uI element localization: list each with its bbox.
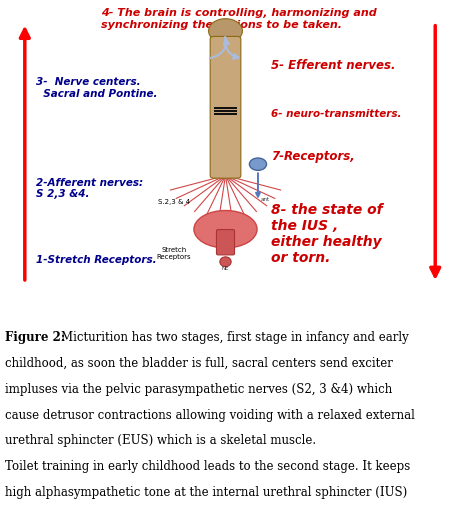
Text: childhood, as soon the bladder is full, sacral centers send exciter: childhood, as soon the bladder is full, …: [5, 357, 392, 370]
Text: NE: NE: [222, 266, 229, 271]
Text: high alphasympathetic tone at the internal urethral sphincter (IUS): high alphasympathetic tone at the intern…: [5, 487, 407, 499]
Text: 5- Efferent nerves.: 5- Efferent nerves.: [271, 58, 395, 72]
FancyBboxPatch shape: [210, 37, 241, 178]
Text: 2-Afferent nerves:
S 2,3 &4.: 2-Afferent nerves: S 2,3 &4.: [36, 178, 143, 199]
Text: ant: ant: [261, 198, 270, 203]
Text: S.2,3 & 4: S.2,3 & 4: [157, 199, 190, 205]
Text: impluses via the pelvic parasympathetic nerves (S2, 3 &4) which: impluses via the pelvic parasympathetic …: [5, 383, 392, 396]
Ellipse shape: [249, 158, 267, 170]
Ellipse shape: [194, 210, 257, 248]
Text: 4- The brain is controlling, harmonizing and
synchronizing the actions to be tak: 4- The brain is controlling, harmonizing…: [101, 8, 377, 30]
Text: 8- the state of
the IUS ,
either healthy
or torn.: 8- the state of the IUS , either healthy…: [271, 203, 382, 265]
Text: urethral sphincter (EUS) which is a skeletal muscle.: urethral sphincter (EUS) which is a skel…: [5, 434, 316, 448]
Ellipse shape: [208, 19, 243, 43]
Text: 3-  Nerve centers.
  Sacral and Pontine.: 3- Nerve centers. Sacral and Pontine.: [36, 77, 157, 99]
Text: 1-Stretch Receptors.: 1-Stretch Receptors.: [36, 255, 156, 265]
Text: Stretch
Receptors: Stretch Receptors: [156, 247, 191, 260]
Text: Toilet training in early childhood leads to the second stage. It keeps: Toilet training in early childhood leads…: [5, 460, 410, 473]
Bar: [214, 110, 237, 112]
FancyBboxPatch shape: [216, 230, 235, 255]
Text: 6- neuro-transmitters.: 6- neuro-transmitters.: [271, 109, 401, 119]
Text: cause detrusor contractions allowing voiding with a relaxed external: cause detrusor contractions allowing voi…: [5, 408, 414, 422]
Bar: [214, 113, 237, 115]
Bar: [214, 107, 237, 109]
Text: Micturition has two stages, first stage in infancy and early: Micturition has two stages, first stage …: [61, 331, 409, 343]
Ellipse shape: [220, 257, 231, 267]
Text: Figure 2:: Figure 2:: [5, 331, 65, 343]
Text: 7-Receptors,: 7-Receptors,: [271, 149, 354, 163]
